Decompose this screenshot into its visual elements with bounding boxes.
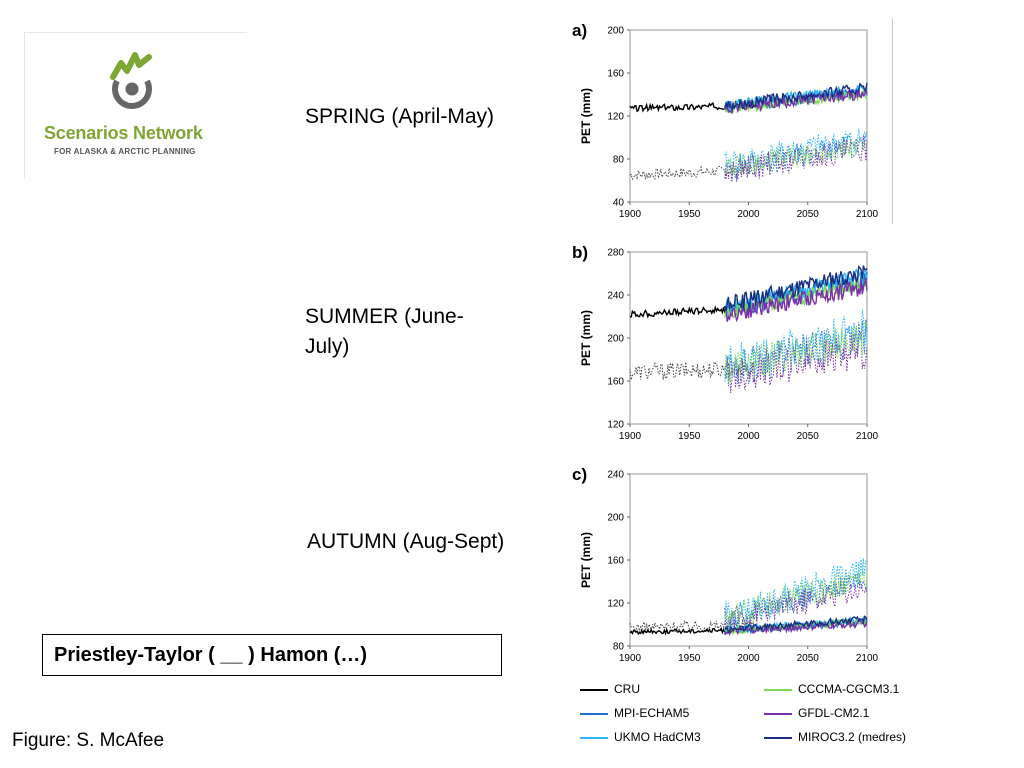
y-tick-label: 80 <box>613 155 625 166</box>
chart-legend: CRU CCCMA-CGCM3.1 MPI-ECHAM5 GFDL-CM2.1 UKMO… <box>580 678 980 758</box>
logo-name: Scenarios Network <box>44 123 203 143</box>
y-tick-label: 200 <box>607 334 624 345</box>
panel-label: a) <box>572 21 587 40</box>
legend-item: UKMO HadCM3 <box>580 730 701 744</box>
series-line-gfdl-cm2-1-solid <box>724 278 868 323</box>
divider-line <box>892 18 893 224</box>
series-line-cru-dotted <box>629 619 755 634</box>
scenarios-network-logo: Scenarios Network FOR ALASKA & ARCTIC PL… <box>24 32 247 179</box>
series-line-gfdl-cm2-1-dotted <box>724 331 868 394</box>
legend-item: CRU <box>580 682 640 696</box>
legend-swatch <box>580 736 608 739</box>
x-tick-label: 1900 <box>619 653 642 664</box>
series-line-miroc3-2-medres--solid <box>724 615 868 634</box>
x-tick-label: 2100 <box>856 653 879 664</box>
legend-swatch <box>764 712 792 715</box>
series-line-ukmo-hadcm3-dotted <box>724 557 868 628</box>
x-tick-label: 2050 <box>797 431 820 442</box>
y-tick-label: 280 <box>607 248 624 259</box>
chart-panel-summer: b) PET (mm) 120 160 200 240 280 1900 1950 2000 205… <box>572 243 879 442</box>
plot-area <box>629 251 868 425</box>
x-tick-label: 2000 <box>737 209 760 220</box>
method-note: Priestley-Taylor ( __ ) Hamon (…) <box>54 644 368 666</box>
y-axis-label: PET (mm) <box>579 310 593 366</box>
season-label-summer-line1: SUMMER (June- <box>305 305 464 328</box>
legend-item: CCCMA-CGCM3.1 <box>764 682 899 696</box>
legend-swatch <box>764 688 792 691</box>
y-tick-label: 40 <box>613 198 625 209</box>
series-line-ukmo-hadcm3-dotted <box>724 309 868 382</box>
plot-area <box>629 473 868 647</box>
x-tick-label: 2100 <box>856 431 879 442</box>
series-line-mpi-echam5-dotted <box>724 319 868 387</box>
x-tick-label: 1900 <box>619 431 642 442</box>
y-tick-label: 160 <box>607 377 624 388</box>
x-tick-label: 2050 <box>797 209 820 220</box>
season-label-summer-line2: July) <box>305 335 350 358</box>
x-tick-label: 2000 <box>737 431 760 442</box>
x-tick-label: 2100 <box>856 209 879 220</box>
legend-swatch <box>580 712 608 715</box>
series-line-miroc3-2-medres--solid <box>724 265 868 312</box>
legend-label: CCCMA-CGCM3.1 <box>798 682 900 696</box>
y-tick-label: 240 <box>607 291 624 302</box>
legend-swatch <box>764 736 792 739</box>
series-line-cru-dotted <box>629 360 755 381</box>
y-tick-label: 80 <box>613 642 625 653</box>
legend-item: GFDL-CM2.1 <box>764 706 869 720</box>
x-tick-label: 1900 <box>619 209 642 220</box>
legend-item: MPI-ECHAM5 <box>580 706 689 720</box>
y-tick-label: 120 <box>607 599 624 610</box>
legend-item: MIROC3.2 (medres) <box>764 730 906 744</box>
x-tick-label: 2050 <box>797 653 820 664</box>
series-line-gfdl-cm2-1-solid <box>724 88 868 115</box>
y-tick-label: 160 <box>607 556 624 567</box>
figure-credit: Figure: S. McAfee <box>12 730 165 751</box>
legend-label: MPI-ECHAM5 <box>614 706 690 720</box>
legend-swatch <box>580 688 608 691</box>
y-tick-label: 200 <box>607 513 624 524</box>
y-tick-label: 200 <box>607 26 624 37</box>
panel-label: c) <box>572 465 587 484</box>
legend-label: GFDL-CM2.1 <box>798 706 870 720</box>
series-line-cccma-cgcm3-1-dotted <box>724 570 868 628</box>
legend-label: UKMO HadCM3 <box>614 730 701 744</box>
y-tick-label: 160 <box>607 69 624 80</box>
legend-label: MIROC3.2 (medres) <box>798 730 907 744</box>
chart-panel-autumn: c) PET (mm) 80 120 160 200 240 1900 1950 2000 2050… <box>572 465 879 664</box>
season-label-autumn: AUTUMN (Aug-Sept) <box>307 530 505 553</box>
y-tick-label: 120 <box>607 112 624 123</box>
y-tick-label: 240 <box>607 470 624 481</box>
series-line-cru-dotted <box>629 164 755 181</box>
x-tick-label: 1950 <box>678 431 701 442</box>
series-line-cccma-cgcm3-1-dotted <box>724 139 868 177</box>
logo-tagline: FOR ALASKA & ARCTIC PLANNING <box>54 147 196 156</box>
y-axis-label: PET (mm) <box>579 532 593 588</box>
chart-panel-spring: a) PET (mm) 40 80 120 160 200 1900 1950 2000 2050 2… <box>572 21 879 220</box>
method-note-box: Priestley-Taylor ( __ ) Hamon (…) <box>42 634 502 676</box>
season-label-spring: SPRING (April-May) <box>305 105 495 128</box>
series-line-miroc3-2-medres--solid <box>724 82 868 112</box>
logo-mark-icon <box>110 52 152 109</box>
y-tick-label: 120 <box>607 420 624 431</box>
x-tick-label: 1950 <box>678 209 701 220</box>
legend-label: CRU <box>614 682 640 696</box>
series-line-gfdl-cm2-1-solid <box>724 619 868 637</box>
y-axis-label: PET (mm) <box>579 88 593 144</box>
series-line-mpi-echam5-dotted <box>724 571 868 630</box>
x-tick-label: 2000 <box>737 653 760 664</box>
panel-label: b) <box>572 243 588 262</box>
plot-area <box>629 29 868 203</box>
series-line-ukmo-hadcm3-solid <box>724 84 868 113</box>
x-tick-label: 1950 <box>678 653 701 664</box>
